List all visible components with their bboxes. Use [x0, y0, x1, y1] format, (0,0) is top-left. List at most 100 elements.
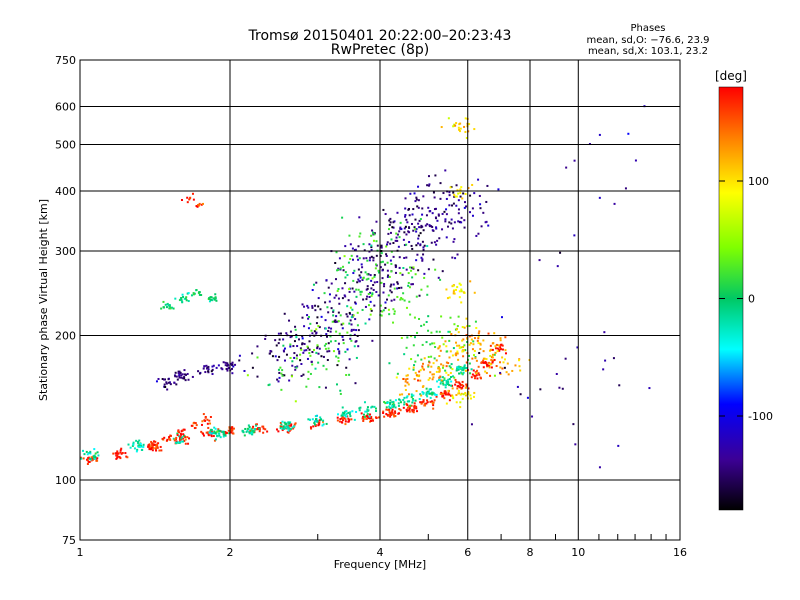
data-point [346, 305, 349, 308]
data-point [360, 412, 363, 415]
data-point [86, 459, 89, 462]
data-point [384, 306, 387, 309]
data-point [492, 359, 495, 362]
data-point [414, 200, 417, 203]
data-point [478, 330, 481, 333]
data-point [423, 272, 426, 275]
data-point [221, 431, 224, 434]
chart-subtitle: RwPretec (8p) [331, 42, 429, 58]
data-point [337, 267, 340, 270]
data-point [357, 288, 360, 291]
data-point [398, 230, 401, 233]
data-point [462, 393, 465, 396]
data-point [217, 364, 220, 367]
data-point [262, 431, 265, 434]
data-point [444, 383, 447, 386]
data-point [192, 198, 195, 201]
data-point [370, 244, 373, 247]
data-point [499, 348, 502, 351]
data-point [371, 277, 374, 280]
data-point [132, 441, 135, 444]
data-point [369, 308, 372, 311]
data-point [460, 367, 463, 370]
data-point [231, 426, 234, 429]
data-point [85, 450, 88, 453]
data-point [469, 342, 472, 345]
data-point [448, 393, 451, 396]
data-point [344, 350, 347, 353]
data-point [447, 381, 450, 384]
data-point [177, 372, 180, 375]
data-point [212, 297, 215, 300]
data-point [390, 413, 393, 416]
data-point [415, 390, 418, 393]
data-point [389, 401, 392, 404]
data-point [250, 430, 253, 433]
data-point [344, 276, 347, 279]
data-point [340, 414, 343, 417]
data-point [421, 367, 424, 370]
data-point [494, 345, 497, 348]
data-point [473, 291, 476, 294]
data-point [184, 373, 187, 376]
data-point [368, 420, 371, 423]
data-point [182, 434, 185, 437]
data-point [380, 246, 383, 249]
data-point [192, 422, 195, 425]
data-point [243, 434, 246, 437]
data-point [422, 392, 425, 395]
data-point [151, 442, 154, 445]
data-point [362, 257, 365, 260]
data-point [455, 354, 458, 357]
data-point [448, 384, 451, 387]
data-point [314, 367, 317, 370]
data-point [157, 377, 160, 380]
data-point [337, 311, 340, 314]
data-point [200, 293, 203, 296]
data-point [613, 202, 616, 205]
data-point [407, 208, 410, 211]
data-point [316, 316, 319, 319]
data-point [421, 240, 424, 243]
data-point [201, 202, 204, 205]
data-point [353, 333, 356, 336]
data-point [325, 422, 328, 425]
data-point [327, 326, 330, 329]
data-point [327, 286, 330, 289]
data-point [367, 409, 370, 412]
data-point [476, 339, 479, 342]
data-point [461, 397, 464, 400]
data-point [342, 414, 345, 417]
data-point [374, 267, 377, 270]
data-point [317, 361, 320, 364]
data-point [372, 256, 375, 259]
data-point [246, 374, 249, 377]
data-point [213, 430, 216, 433]
data-point [268, 352, 271, 355]
data-point [175, 383, 178, 386]
data-point [345, 374, 348, 377]
data-point [202, 434, 205, 437]
data-point [425, 402, 428, 405]
data-point [380, 244, 383, 247]
data-point [198, 291, 201, 294]
data-point [519, 393, 522, 396]
data-point [407, 383, 410, 386]
data-point [283, 347, 286, 350]
data-point [497, 188, 500, 191]
data-point [415, 230, 418, 233]
data-point [499, 372, 502, 375]
grid [80, 60, 680, 540]
data-point [435, 395, 438, 398]
data-point [296, 365, 299, 368]
data-point [387, 228, 390, 231]
data-point [285, 332, 288, 335]
data-point [463, 219, 466, 222]
data-point [203, 365, 206, 368]
data-point [430, 400, 433, 403]
data-point [488, 362, 491, 365]
data-point [291, 426, 294, 429]
data-point [403, 401, 406, 404]
data-point [361, 278, 364, 281]
data-point [389, 242, 392, 245]
